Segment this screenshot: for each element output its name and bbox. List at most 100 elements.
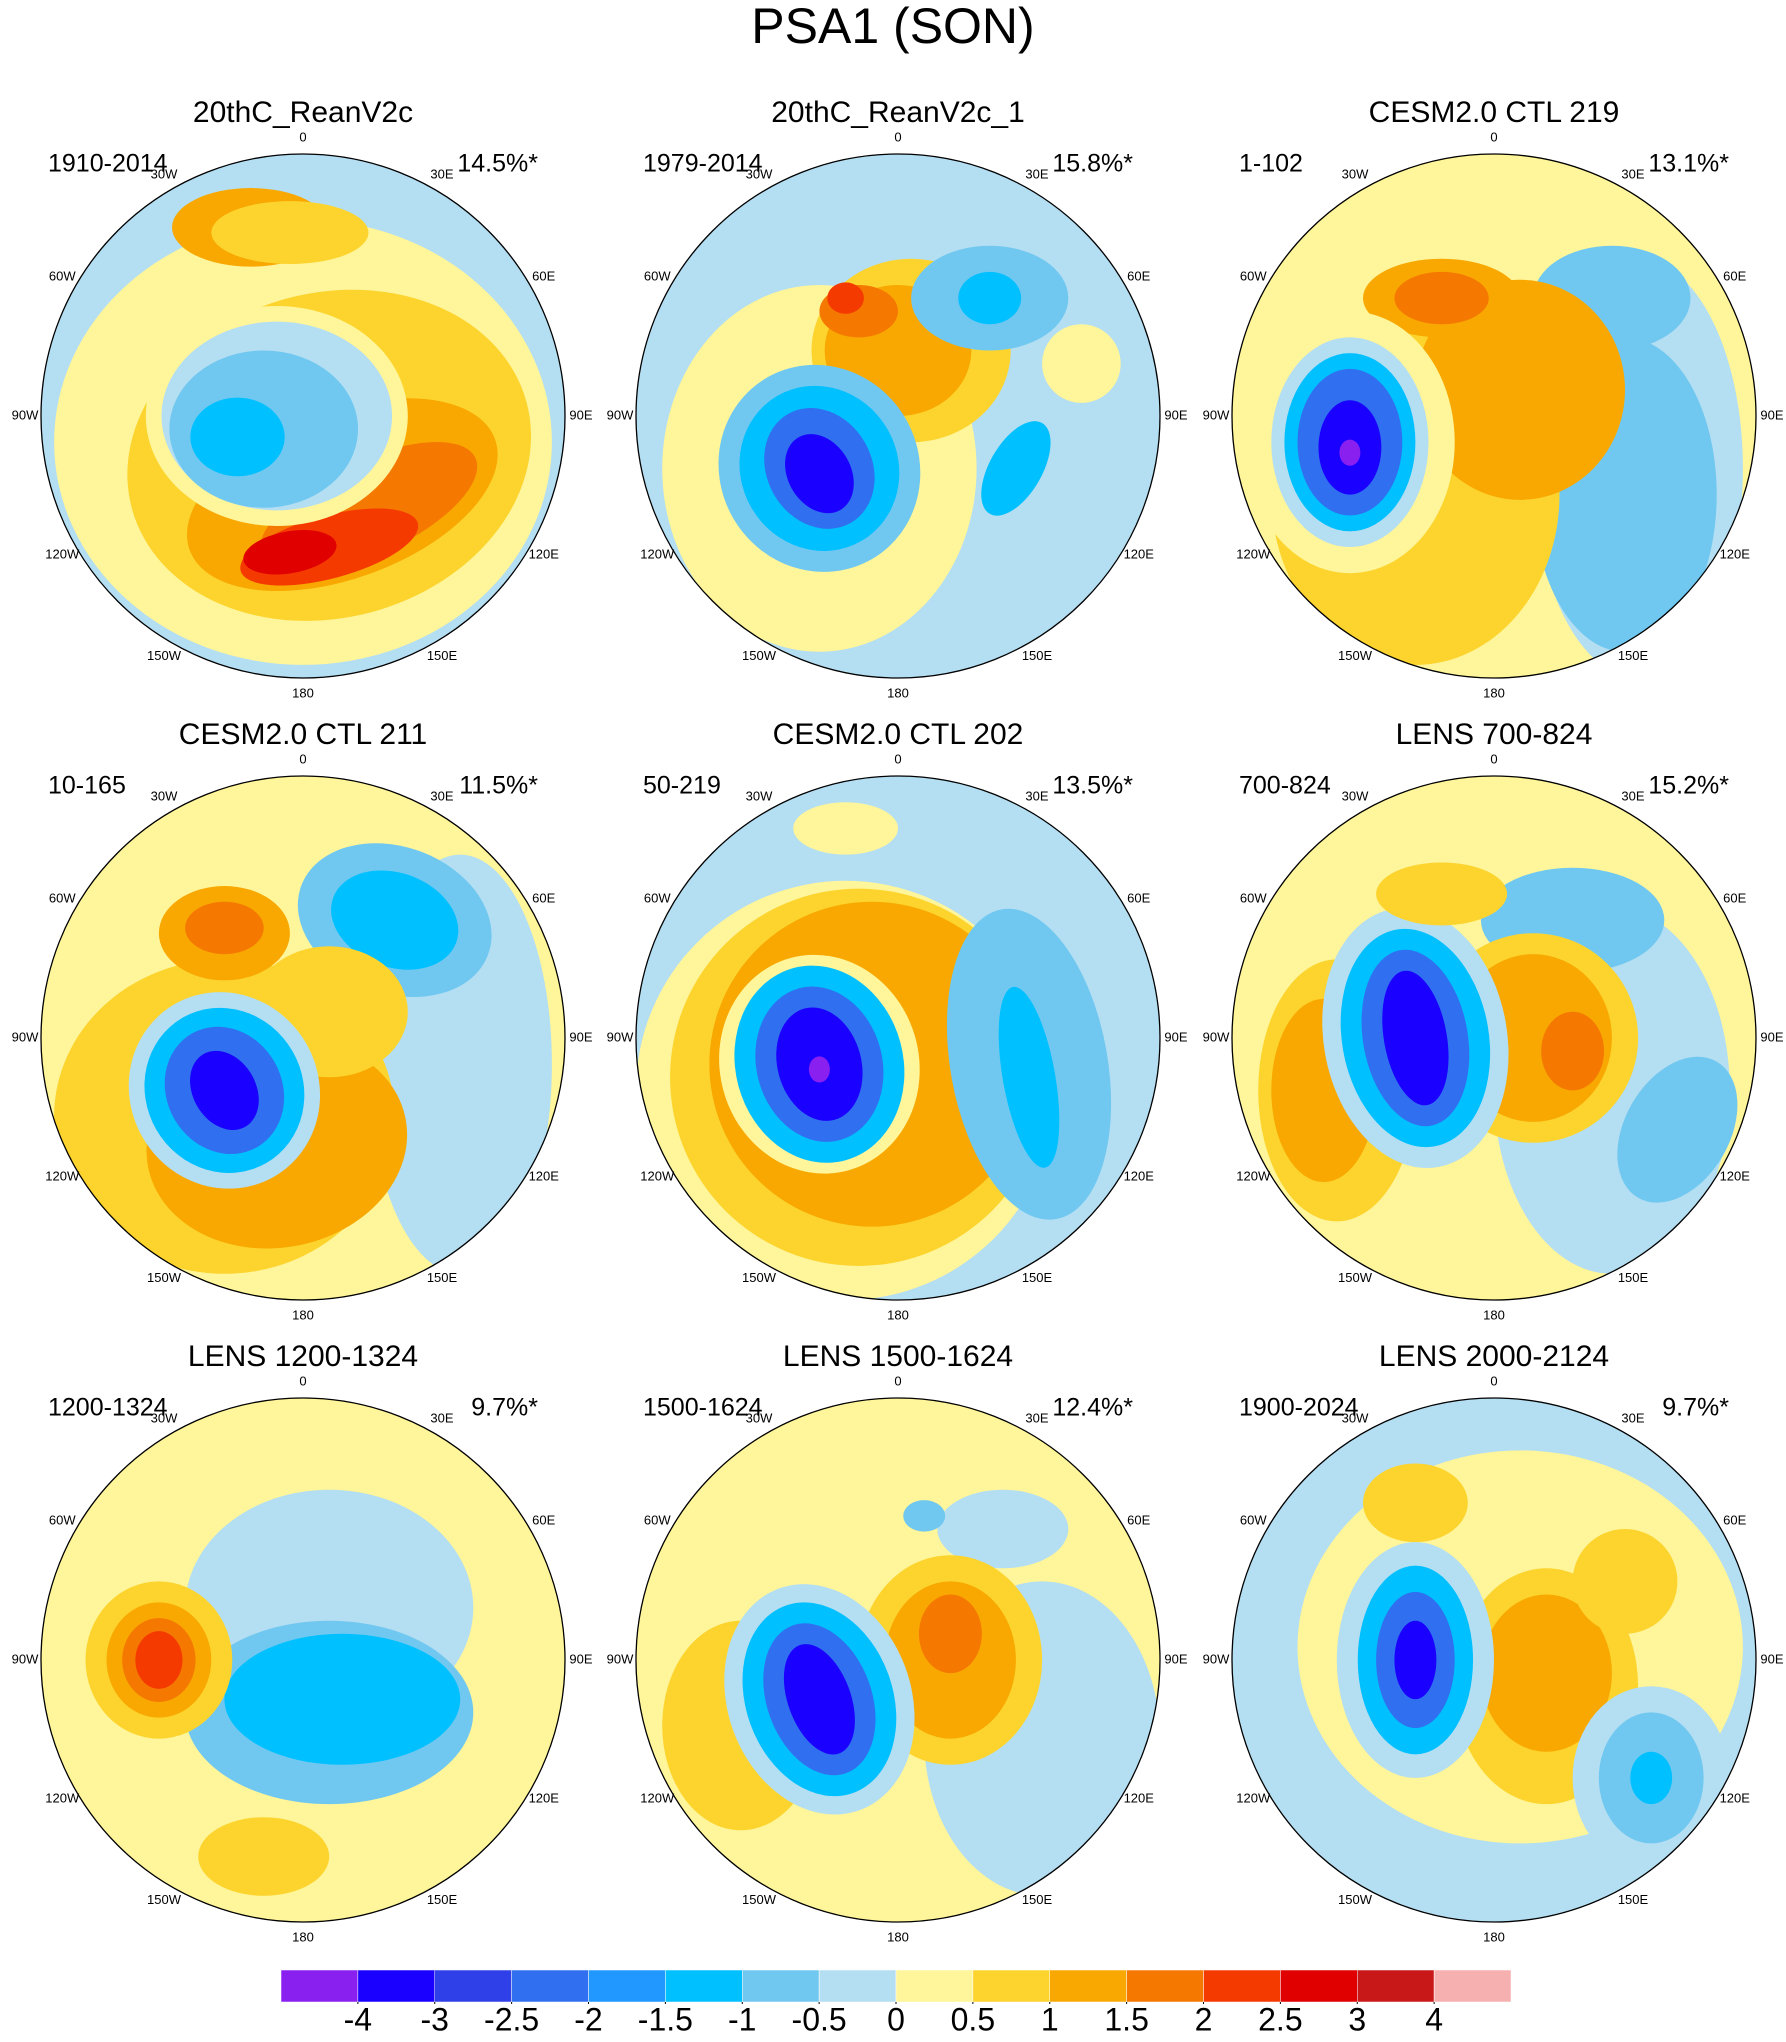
longitude-label: 60E <box>1723 890 1746 905</box>
longitude-label: 90E <box>1760 1029 1783 1044</box>
longitude-label: 120E <box>529 1168 560 1183</box>
panel-variance: 13.5%* <box>1052 772 1133 800</box>
longitude-label: 60W <box>49 890 76 905</box>
colorbar-box <box>1433 1969 1512 2003</box>
longitude-label: 90W <box>607 407 634 422</box>
longitude-label: 0 <box>299 129 306 144</box>
map-panel: 20thC_ReanV2c 1910-2014 14.5%* 0 30E 60E 90E 12… <box>12 96 593 701</box>
field <box>636 1398 1160 1922</box>
contour-region <box>135 1631 183 1689</box>
longitude-label: 30W <box>151 789 178 804</box>
longitude-label: 90W <box>1203 1029 1230 1044</box>
contour-region <box>190 397 285 477</box>
longitude-label: 90E <box>1164 1651 1187 1666</box>
panel-period: 50-219 <box>643 772 721 800</box>
map-border <box>635 153 1161 679</box>
contour-region <box>224 1633 461 1765</box>
longitude-label: 150W <box>1338 1892 1373 1907</box>
figure-title: PSA1 (SON) <box>751 0 1034 54</box>
longitude-label: 120W <box>640 546 675 561</box>
longitude-label: 0 <box>1490 129 1497 144</box>
field <box>41 1398 565 1922</box>
map-panel: LENS 1200-1324 1200-1324 9.7%* 0 30E 60E 90E 12… <box>12 1340 593 1945</box>
longitude-label: 150E <box>1618 648 1649 663</box>
colorbar-label: -4 <box>344 2001 372 2037</box>
longitude-label: 90W <box>12 1651 39 1666</box>
panel-title: LENS 1500-1624 <box>783 1340 1013 1373</box>
map-panel: LENS 2000-2124 1900-2024 9.7%* 0 30E 60E 90E 12… <box>1203 1340 1784 1945</box>
longitude-label: 0 <box>894 1373 901 1388</box>
longitude-label: 90W <box>12 407 39 422</box>
contour-region <box>1042 324 1121 403</box>
longitude-label: 0 <box>1490 1373 1497 1388</box>
panel-period: 1-102 <box>1239 150 1303 178</box>
longitude-label: 120E <box>1124 1168 1155 1183</box>
longitude-label: 30E <box>1621 167 1644 182</box>
map-border <box>635 1397 1161 1923</box>
longitude-label: 150W <box>742 1270 777 1285</box>
longitude-label: 120E <box>529 546 560 561</box>
longitude-label: 90E <box>1164 1029 1187 1044</box>
longitude-label: 60E <box>1723 1512 1746 1527</box>
longitude-label: 60W <box>49 268 76 283</box>
longitude-label: 60W <box>1240 1512 1267 1527</box>
contour-region <box>1617 1056 1738 1203</box>
panel-variance: 13.1%* <box>1648 150 1729 178</box>
longitude-label: 90W <box>1203 407 1230 422</box>
longitude-label: 120E <box>1720 1790 1751 1805</box>
colorbar-box <box>665 1969 743 2003</box>
field <box>1232 1398 1756 1922</box>
contour-region <box>243 530 337 575</box>
field <box>1232 154 1756 678</box>
contour-region <box>1363 1463 1468 1543</box>
field <box>636 776 1160 1300</box>
longitude-label: 150E <box>427 1892 458 1907</box>
map-panel: CESM2.0 CTL 211 10-165 11.5%* 0 30E 60E 90E 120… <box>12 718 593 1323</box>
longitude-label: 60W <box>1240 268 1267 283</box>
map-panel: LENS 700-824 700-824 15.2%* 0 30E 60E 90E 120E 1… <box>1203 718 1784 1323</box>
longitude-label: 30W <box>1342 789 1369 804</box>
longitude-label: 90W <box>607 1651 634 1666</box>
colorbar-label: 0.5 <box>951 2001 995 2037</box>
field <box>41 154 565 678</box>
longitude-label: 120W <box>1236 1168 1271 1183</box>
longitude-label: 60E <box>532 890 555 905</box>
contour-region <box>1541 1011 1605 1091</box>
longitude-label: 60W <box>644 1512 671 1527</box>
colorbar-label: 1.5 <box>1104 2001 1148 2037</box>
map-border <box>635 775 1161 1301</box>
contour-region <box>1382 970 1449 1106</box>
longitude-label: 180 <box>1483 1307 1505 1322</box>
field <box>41 776 565 1300</box>
panel-variance: 15.8%* <box>1052 150 1133 178</box>
panel-variance: 14.5%* <box>457 150 538 178</box>
contour-region <box>903 1500 946 1532</box>
colorbar-box <box>511 1969 589 2003</box>
longitude-label: 180 <box>292 1929 314 1944</box>
map-border <box>1231 153 1757 679</box>
longitude-label: 60E <box>1127 890 1150 905</box>
contour-region <box>1376 862 1508 926</box>
panel-variance: 15.2%* <box>1648 772 1729 800</box>
colorbar-box <box>1357 1969 1435 2003</box>
colorbar-box <box>357 1969 435 2003</box>
contour-region <box>998 986 1060 1168</box>
longitude-label: 30E <box>430 789 453 804</box>
longitude-label: 150W <box>742 648 777 663</box>
panel-title: LENS 2000-2124 <box>1379 1340 1609 1373</box>
contour-region <box>827 282 864 314</box>
panel-variance: 11.5%* <box>459 772 538 800</box>
contour-region <box>1339 439 1361 466</box>
colorbar-label: -0.5 <box>792 2001 847 2037</box>
longitude-label: 150W <box>147 1892 182 1907</box>
map-panel: LENS 1500-1624 1500-1624 12.4%* 0 30E 60E 90E 1… <box>607 1340 1188 1945</box>
longitude-label: 150E <box>427 1270 458 1285</box>
contour-region <box>1394 1620 1437 1700</box>
longitude-label: 90E <box>1164 407 1187 422</box>
longitude-label: 60W <box>1240 890 1267 905</box>
panel-period: 1900-2024 <box>1239 1394 1359 1422</box>
colorbar-label: 2 <box>1195 2001 1213 2037</box>
longitude-label: 180 <box>292 685 314 700</box>
panel-variance: 9.7%* <box>1662 1394 1729 1422</box>
longitude-label: 60E <box>1127 268 1150 283</box>
